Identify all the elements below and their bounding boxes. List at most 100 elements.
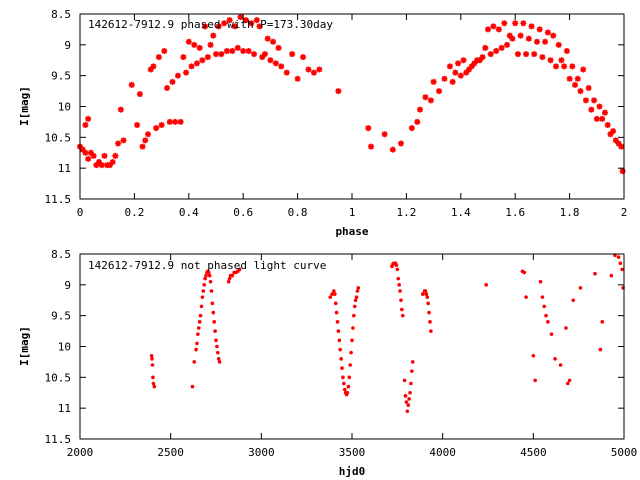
unphased-x-tick-label: 2500 [157,446,184,459]
phased-data-point [482,44,489,51]
phased-x-tick-label: 1.2 [396,206,416,219]
phased-data-point [427,97,434,104]
unphased-data-point [553,357,557,361]
unphased-data-point [400,307,404,312]
unphased-data-point [620,267,624,272]
phased-x-tick-label: 1.8 [560,206,580,219]
unphased-data-point [215,344,219,349]
unphased-data-point [402,378,407,383]
phased-y-tick-label: 8.5 [51,8,71,21]
phased-data-point [525,35,532,42]
phased-data-point [566,75,573,82]
unphased-data-point [409,381,413,386]
phased-data-point [289,51,296,58]
phased-data-point [204,54,211,61]
phased-data-point [485,26,491,33]
phased-data-point [210,32,217,39]
phased-data-point [316,66,323,73]
unphased-data-point [230,273,235,278]
unphased-data-point [208,279,213,284]
phased-data-point [283,69,290,76]
phased-data-point [582,97,589,104]
phased-data-point [272,60,279,67]
unphased-plot-title: 142612-7912.9 not phased light curve [88,259,326,272]
unphased-data-point [226,279,231,284]
unphased-data-point [204,273,208,278]
phased-data-point [365,125,372,132]
phased-data-point [305,66,312,73]
phased-data-point [117,106,124,113]
phased-data-point [504,41,511,48]
phased-x-tick-label: 0.4 [179,206,199,219]
unphased-x-tick-label: 3000 [248,446,275,459]
phased-data-point [381,131,388,138]
phased-data-point [90,152,97,159]
phased-data-point [441,75,448,82]
unphased-data-point [151,375,155,380]
unphased-data-point [216,350,220,355]
phased-data-point [422,94,429,101]
unphased-x-tick-label: 4000 [429,446,456,459]
phased-data-point [563,48,570,54]
phased-data-point [267,57,274,64]
phased-data-point [259,54,266,61]
unphased-data-point [338,347,343,352]
phased-data-point [593,115,600,122]
unphased-data-point [354,295,359,299]
phased-data-point [523,51,530,58]
unphased-data-point [427,310,431,315]
unphased-data-point [332,289,336,293]
phased-data-point [101,152,108,159]
unphased-data-point [542,304,547,309]
unphased-data-point [353,298,358,303]
phased-data-point [166,118,173,125]
phased-data-point [449,78,456,85]
phased-data-point [468,63,475,70]
unphased-data-point [212,320,216,324]
phased-data-point [539,54,546,61]
phased-data-point [310,69,317,76]
phased-x-tick-label: 1.4 [451,206,471,219]
phased-data-point [542,38,549,45]
unphased-y-tick-label: 11.5 [45,433,72,446]
unphased-data-point [598,347,603,352]
phased-data-point [596,103,603,110]
unphased-data-point [531,353,536,358]
unphased-data-point [209,289,214,293]
unphased-y-tick-label: 9.5 [51,310,71,323]
unphased-data-point [538,279,543,284]
unphased-data-point [404,400,409,404]
phased-data-point [180,54,187,61]
unphased-data-point [339,357,343,361]
unphased-data-point [565,381,570,386]
phased-plot-title: 142612-7912.9 phased with P=173.30day [88,18,333,31]
unphased-axis-ticks: 2000 2500 3000 3500 4000 4500 5000 8.5 9 9.5 10 10.… [45,248,638,459]
phased-data-point [550,32,557,39]
phased-y-axis-label: I[mag] [18,86,31,126]
unphased-data-point [578,286,583,290]
phased-data-point [501,20,508,27]
unphased-data-point [356,286,361,290]
phased-data-point [275,44,282,51]
phased-data-point [389,146,396,153]
phased-data-point [85,155,92,162]
unphased-data-point [558,363,563,367]
phased-data-point [591,97,598,104]
phased-data-point [85,115,92,122]
phased-data-point [79,146,86,153]
unphased-data-point [616,255,621,259]
unphased-data-point [352,313,356,318]
phased-data-point [414,118,421,125]
unphased-data-point [405,409,410,414]
phased-data-point [207,41,214,48]
unphased-y-tick-label: 11 [58,402,71,415]
phased-data-point [558,57,565,64]
phased-data-point [96,159,103,165]
unphased-data-point [546,320,550,324]
phased-data-point [134,122,141,128]
phased-x-tick-label: 1.6 [505,206,525,219]
unphased-data-point [227,276,232,281]
phased-y-tick-label: 9.5 [51,70,71,83]
phased-data-point [607,131,614,138]
phased-data-point [136,91,143,98]
